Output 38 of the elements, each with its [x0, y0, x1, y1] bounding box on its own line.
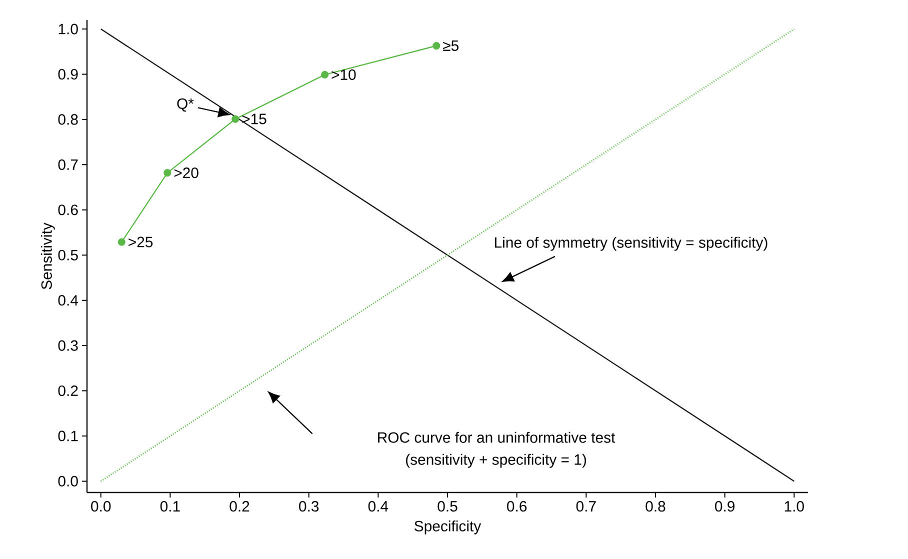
- x-tick-label: 0.2: [230, 501, 250, 512]
- point: [232, 115, 240, 123]
- annotation: >10: [332, 69, 356, 80]
- y-tick-label: 0.4: [58, 295, 78, 306]
- y-tick-label: 0.1: [58, 430, 78, 442]
- x-tick-label: 0.6: [507, 501, 527, 512]
- x-tick-label: 0.3: [299, 501, 319, 512]
- y-axis-title: Sensitivity: [40, 222, 55, 290]
- point: [164, 169, 172, 177]
- point: [320, 70, 329, 79]
- x-tick-label: 0.5: [438, 501, 458, 512]
- annotation: >25: [128, 236, 153, 248]
- annotation: ROC curve for an uninformative test: [378, 432, 616, 443]
- y-tick-label: 0.6: [58, 204, 78, 216]
- annotation: Q*: [177, 98, 194, 112]
- annotation: ≥5: [443, 40, 459, 51]
- point: [432, 42, 440, 50]
- annotation: Line of symmetry (sensitivity = specificity): [494, 236, 768, 251]
- x-tick-label: 0.8: [646, 501, 666, 512]
- x-tick-label: 0.4: [368, 501, 388, 512]
- x-axis-title: Specificity: [414, 520, 482, 534]
- x-tick-label: 1.0: [784, 501, 804, 512]
- annotation: >20: [174, 168, 198, 178]
- x-tick-label: 0.1: [160, 501, 180, 512]
- x-tick-label: 0.7: [576, 501, 596, 512]
- y-tick-label: 0.5: [58, 250, 78, 260]
- annotation: >15: [242, 114, 266, 124]
- y-tick-label: 1.0: [58, 24, 78, 34]
- y-tick-label: 0.3: [58, 340, 78, 351]
- annotation: (sensitivity + specificity = 1): [406, 454, 586, 468]
- y-tick-label: 0.8: [58, 114, 78, 125]
- y-tick-label: 0.9: [58, 68, 78, 80]
- point: [118, 238, 126, 246]
- x-tick-label: 0.9: [715, 501, 734, 512]
- x-tick-label: 0.0: [91, 501, 111, 512]
- y-tick-label: 0.2: [58, 385, 78, 396]
- y-tick-label: 0.7: [58, 159, 78, 170]
- y-tick-label: 0.0: [58, 476, 78, 486]
